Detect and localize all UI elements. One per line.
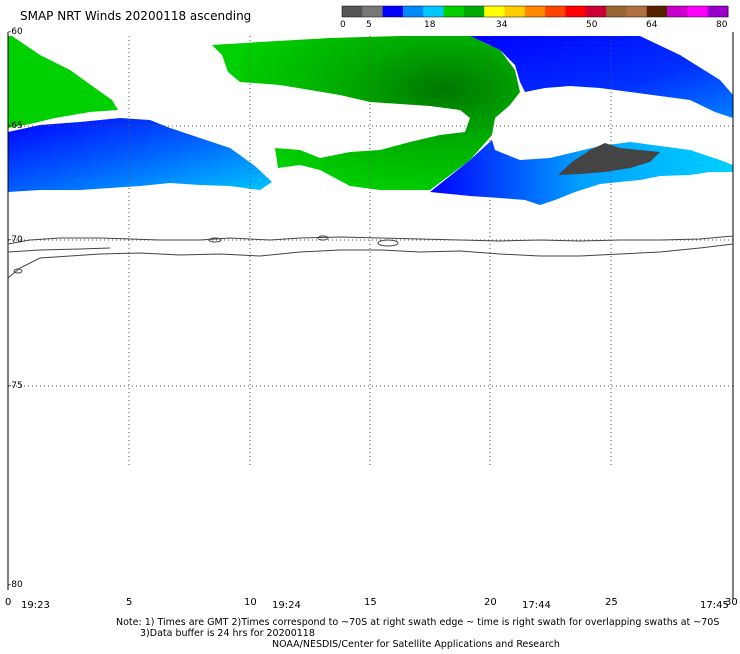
colorbar-segment — [585, 6, 607, 17]
colorbar-tick: 5 — [366, 20, 372, 30]
lat-label: -65 — [8, 121, 23, 131]
lat-label: -60 — [8, 27, 23, 37]
colorbar-segment — [402, 6, 424, 17]
colorbar — [342, 6, 729, 17]
note-line-1: Note: 1) Times are GMT 2)Times correspon… — [116, 617, 720, 628]
note-line-2: 3)Data buffer is 24 hrs for 20200118 — [140, 628, 315, 639]
colorbar-segment — [606, 6, 627, 17]
wind-swath-green-left — [8, 36, 118, 128]
colorbar-segment — [687, 6, 709, 17]
colorbar-tick: 64 — [646, 20, 658, 30]
colorbar-segment — [342, 6, 363, 17]
lon-label: 10 — [244, 597, 257, 608]
lon-label: 20 — [484, 597, 497, 608]
wind-swath-dark — [558, 143, 660, 175]
colorbar-segment — [484, 6, 506, 17]
colorbar-segment — [667, 6, 688, 17]
colorbar-segment — [565, 6, 587, 17]
swath-time: 17:45 — [700, 600, 729, 611]
colorbar-segment — [626, 6, 648, 17]
lat-label: -70 — [8, 235, 23, 245]
colorbar-tick: 50 — [586, 20, 598, 30]
gridlines — [8, 36, 733, 466]
lon-label: 25 — [605, 597, 618, 608]
colorbar-segment — [524, 6, 546, 17]
lon-label: 5 — [126, 597, 133, 608]
colorbar-outline — [341, 5, 729, 18]
map-frame — [7, 32, 734, 600]
swath-time: 19:23 — [21, 600, 50, 611]
lon-label: 0 — [5, 597, 12, 608]
colorbar-segment — [362, 6, 384, 17]
colorbar-segment — [504, 6, 526, 17]
colorbar-tick: 34 — [496, 20, 508, 30]
coastline — [7, 235, 734, 279]
map-title: SMAP NRT Winds 20200118 ascending — [20, 9, 252, 23]
colorbar-segment — [545, 6, 566, 17]
credit-line: NOAA/NESDIS/Center for Satellite Applica… — [272, 639, 560, 650]
lon-label: 30 — [725, 597, 738, 608]
colorbar-tick: 18 — [424, 20, 436, 30]
colorbar-segment — [646, 6, 668, 17]
swath-time: 19:24 — [272, 600, 301, 611]
colorbar-segment — [382, 6, 404, 17]
lat-label: -75 — [8, 381, 23, 391]
colorbar-segment — [707, 6, 729, 17]
colorbar-segment — [423, 6, 445, 17]
swath-time: 17:44 — [522, 600, 551, 611]
colorbar-tick: 0 — [340, 20, 346, 30]
wind-swath-blue-left — [8, 118, 272, 192]
lon-label: 15 — [364, 597, 377, 608]
wind-swath-green-center — [212, 36, 520, 190]
colorbar-segment — [463, 6, 485, 17]
colorbar-segment — [443, 6, 465, 17]
lat-label: -80 — [8, 580, 23, 590]
colorbar-tick: 80 — [716, 20, 728, 30]
wind-swath-blue-topright — [470, 36, 733, 118]
